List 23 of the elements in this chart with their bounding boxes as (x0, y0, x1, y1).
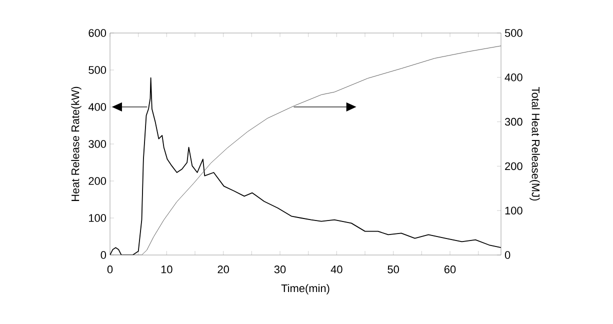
x-tick-label: 0 (107, 266, 113, 274)
y-tick-label: 300 (88, 140, 106, 148)
y-tick-label: 200 (88, 177, 106, 185)
y-tick-label: 100 (89, 214, 106, 222)
y2-tick-label: 0 (504, 251, 510, 259)
y-tick-label: 400 (88, 103, 106, 111)
y2-tick-label: 100 (505, 206, 522, 214)
y-tick-label: 0 (100, 251, 106, 259)
x-tick-label: 10 (161, 266, 172, 274)
y2-tick-label: 500 (504, 29, 522, 37)
x-tick-label: 60 (444, 266, 456, 274)
x-tick-label: 50 (388, 266, 399, 274)
y2-axis-title: Total Heat Release(MJ) (530, 86, 540, 201)
y2-tick-label: 300 (504, 118, 522, 126)
y-axis-title: Heat Release Rate(kW) (71, 86, 82, 201)
x-tick-label: 40 (330, 266, 342, 274)
y-tick-label: 600 (88, 29, 106, 37)
x-tick-label: 20 (218, 266, 229, 274)
x-axis-title: Time(min) (281, 284, 330, 294)
y2-tick-label: 200 (505, 162, 522, 170)
y2-tick-label: 400 (504, 74, 522, 82)
x-tick-label: 30 (274, 266, 286, 274)
y-tick-label: 500 (88, 66, 106, 74)
